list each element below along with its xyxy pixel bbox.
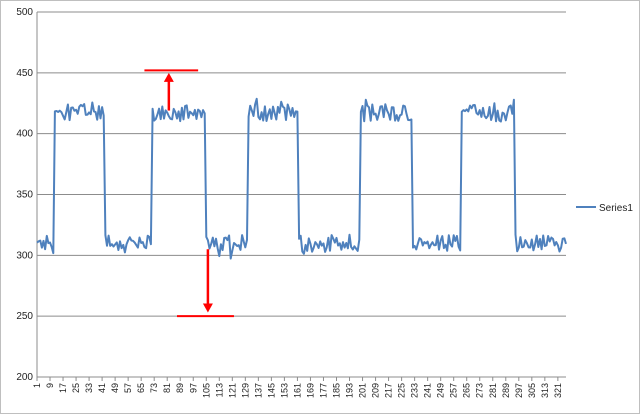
x-tick-label: 313: [540, 383, 550, 398]
x-tick-label: 209: [371, 383, 381, 398]
x-tick-label: 9: [45, 383, 55, 388]
x-tick-label: 297: [514, 383, 524, 398]
x-tick-label: 89: [175, 383, 185, 393]
x-tick-label: 241: [423, 383, 433, 398]
x-tick-label: 145: [266, 383, 276, 398]
x-tick-label: 1: [32, 383, 42, 388]
y-tick-label: 350: [16, 190, 33, 201]
x-tick-label: 273: [475, 383, 485, 398]
x-tick-label: 233: [410, 383, 420, 398]
x-tick-label: 41: [97, 383, 107, 393]
x-tick-label: 169: [305, 383, 315, 398]
x-tick-label: 225: [397, 383, 407, 398]
y-tick-label: 300: [16, 250, 33, 261]
x-tick-label: 129: [240, 383, 250, 398]
x-tick-label: 57: [123, 383, 133, 393]
x-tick-label: 121: [227, 383, 237, 398]
x-tick-label: 217: [384, 383, 394, 398]
x-tick-label: 49: [110, 383, 120, 393]
x-tick-label: 105: [201, 383, 211, 398]
x-tick-label: 33: [84, 383, 94, 393]
legend-label: Series1: [599, 203, 633, 214]
x-tick-label: 161: [292, 383, 302, 398]
x-tick-label: 305: [527, 383, 537, 398]
x-tick-label: 177: [318, 383, 328, 398]
x-tick-label: 185: [331, 383, 341, 398]
y-tick-label: 250: [16, 311, 33, 322]
x-tick-label: 281: [488, 383, 498, 398]
series-line: [36, 97, 567, 260]
y-tick-label: 200: [16, 372, 33, 383]
x-tick-label: 257: [449, 383, 459, 398]
x-tick-label: 193: [345, 383, 355, 398]
x-tick-label: 153: [279, 383, 289, 398]
x-tick-label: 249: [436, 383, 446, 398]
x-tick-label: 81: [162, 383, 172, 393]
x-tick-label: 73: [149, 383, 159, 393]
x-tick-label: 289: [501, 383, 511, 398]
x-tick-label: 321: [553, 383, 563, 398]
x-tick-label: 265: [462, 383, 472, 398]
x-tick-label: 97: [188, 383, 198, 393]
y-tick-label: 500: [16, 7, 33, 18]
annotation-arrowhead: [202, 303, 213, 313]
x-tick-label: 137: [253, 383, 263, 398]
y-tick-label: 450: [16, 68, 33, 79]
x-tick-label: 201: [358, 383, 368, 398]
annotation-arrowhead: [163, 72, 174, 82]
x-tick-label: 65: [136, 383, 146, 393]
x-tick-label: 17: [58, 383, 68, 393]
x-tick-label: 25: [71, 383, 81, 393]
x-tick-label: 113: [214, 383, 224, 397]
y-tick-label: 400: [16, 129, 33, 140]
